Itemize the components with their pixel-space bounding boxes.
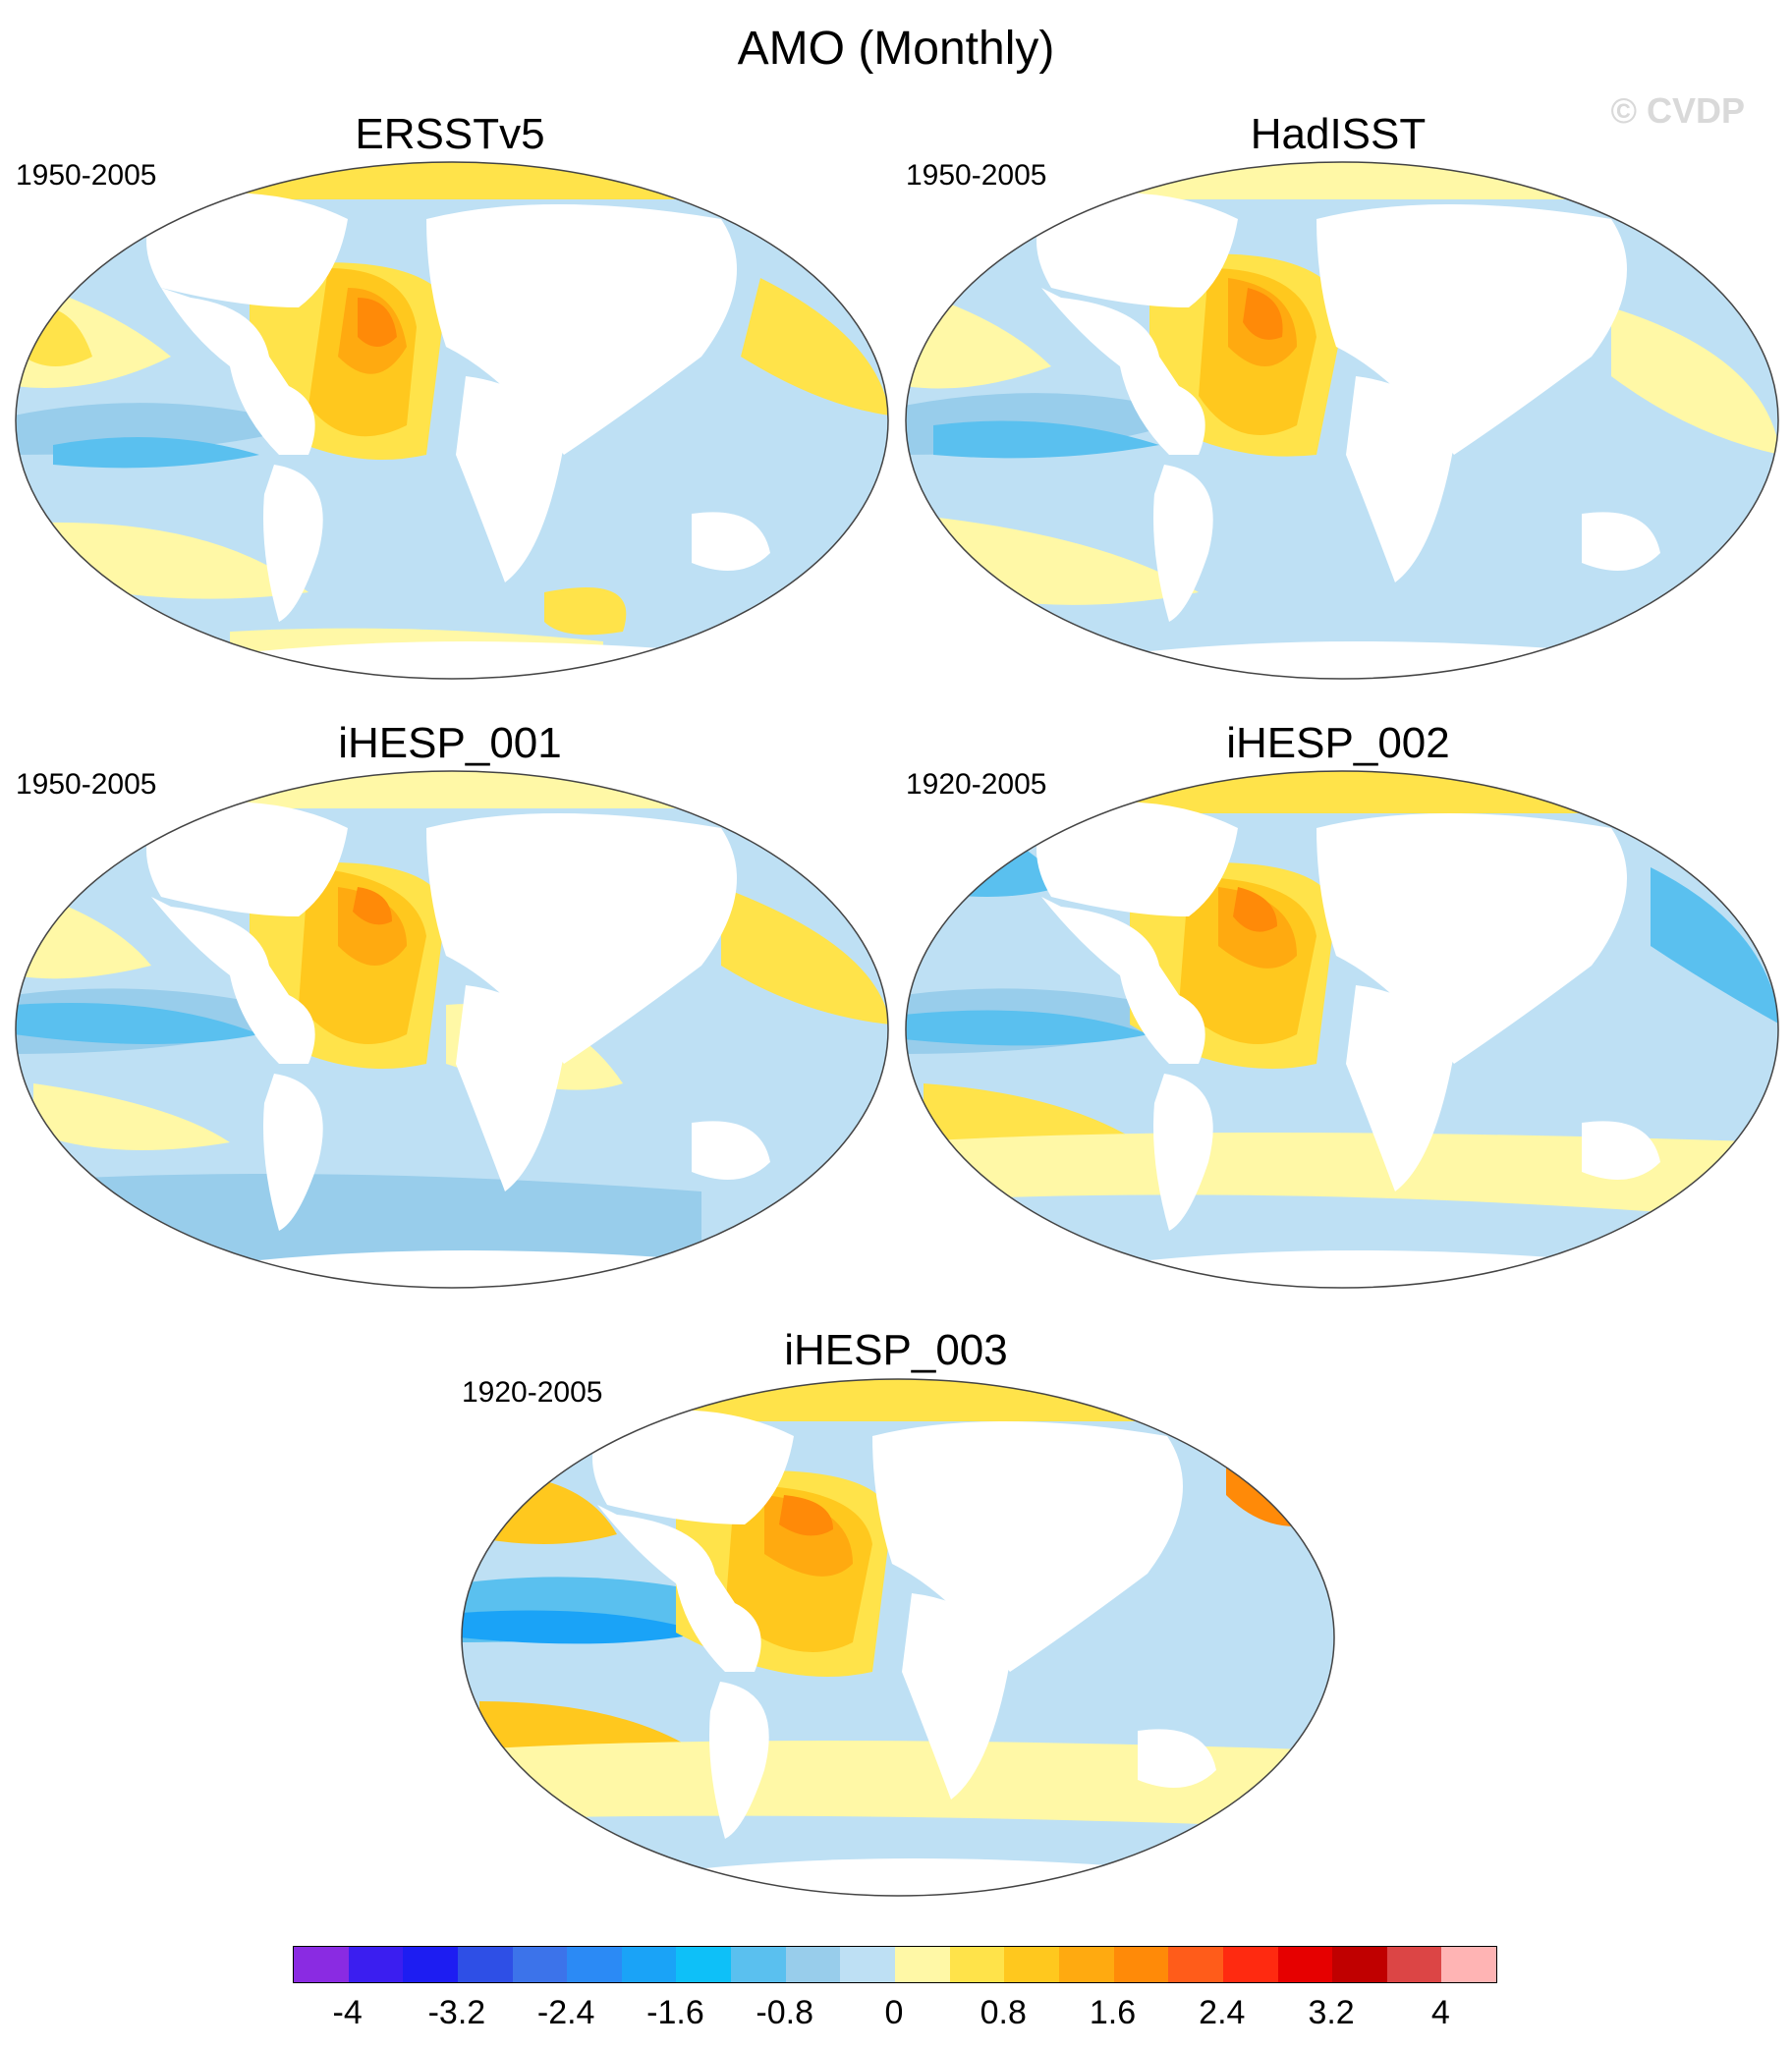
colorbar-tick-label: 3.2	[1308, 1994, 1355, 2031]
colorbar-box	[348, 1947, 404, 1982]
colorbar-box	[895, 1947, 950, 1982]
panel-title-ihesp-001: iHESP_001	[338, 719, 562, 767]
colorbar-box	[676, 1947, 732, 1982]
panel-title-ihesp-002: iHESP_002	[1226, 719, 1450, 767]
map-hadisst	[905, 161, 1779, 680]
panel-title-ersstv5: ERSSTv5	[355, 110, 545, 158]
colorbar-tick-label: -1.6	[646, 1994, 704, 2031]
colorbar-tick-label: 0.8	[980, 1994, 1027, 2031]
colorbar-tick-label: 0	[884, 1994, 904, 2031]
map-ihesp-002	[905, 770, 1779, 1289]
watermark: © CVDP	[1610, 90, 1745, 131]
colorbar-box	[1058, 1947, 1114, 1982]
colorbar-box	[621, 1947, 677, 1982]
colorbar-box	[840, 1947, 896, 1982]
colorbar-tick-label: -4	[332, 1994, 363, 2031]
colorbar-box	[1332, 1947, 1387, 1982]
panel-period-ihesp-003: 1920-2005	[462, 1376, 603, 1409]
colorbar-box	[457, 1947, 513, 1982]
colorbar-box	[1113, 1947, 1169, 1982]
colorbar-box	[1004, 1947, 1059, 1982]
colorbar-box	[1386, 1947, 1442, 1982]
panel-title-hadisst: HadISST	[1250, 110, 1427, 158]
colorbar-box	[1168, 1947, 1223, 1982]
map-ihesp-001	[15, 770, 889, 1289]
colorbar-box	[403, 1947, 458, 1982]
colorbar-box	[1441, 1947, 1497, 1982]
colorbar-tick-label: 4	[1430, 1994, 1450, 2031]
map-ersstv5	[15, 161, 889, 680]
panel-period-ihesp-001: 1950-2005	[16, 768, 157, 801]
colorbar-tick-label: 2.4	[1199, 1994, 1246, 2031]
colorbar-box	[1222, 1947, 1278, 1982]
colorbar-tick-label: -3.2	[427, 1994, 486, 2031]
panel-title-ihesp-003: iHESP_003	[784, 1326, 1008, 1374]
panel-period-hadisst: 1950-2005	[906, 159, 1047, 192]
colorbar-tick-label: -0.8	[756, 1994, 814, 2031]
colorbar-box	[512, 1947, 568, 1982]
map-ihesp-003	[461, 1378, 1335, 1897]
colorbar-box	[949, 1947, 1005, 1982]
colorbar-tick-label: 1.6	[1089, 1994, 1137, 2031]
panel-period-ihesp-002: 1920-2005	[906, 768, 1047, 801]
colorbar-box	[1277, 1947, 1333, 1982]
colorbar	[293, 1946, 1497, 1983]
colorbar-box	[294, 1947, 349, 1982]
figure-title: AMO (Monthly)	[737, 23, 1055, 75]
colorbar-box	[567, 1947, 622, 1982]
colorbar-box	[785, 1947, 841, 1982]
colorbar-tick-label: -2.4	[536, 1994, 595, 2031]
panel-period-ersstv5: 1950-2005	[16, 159, 157, 192]
colorbar-box	[731, 1947, 786, 1982]
